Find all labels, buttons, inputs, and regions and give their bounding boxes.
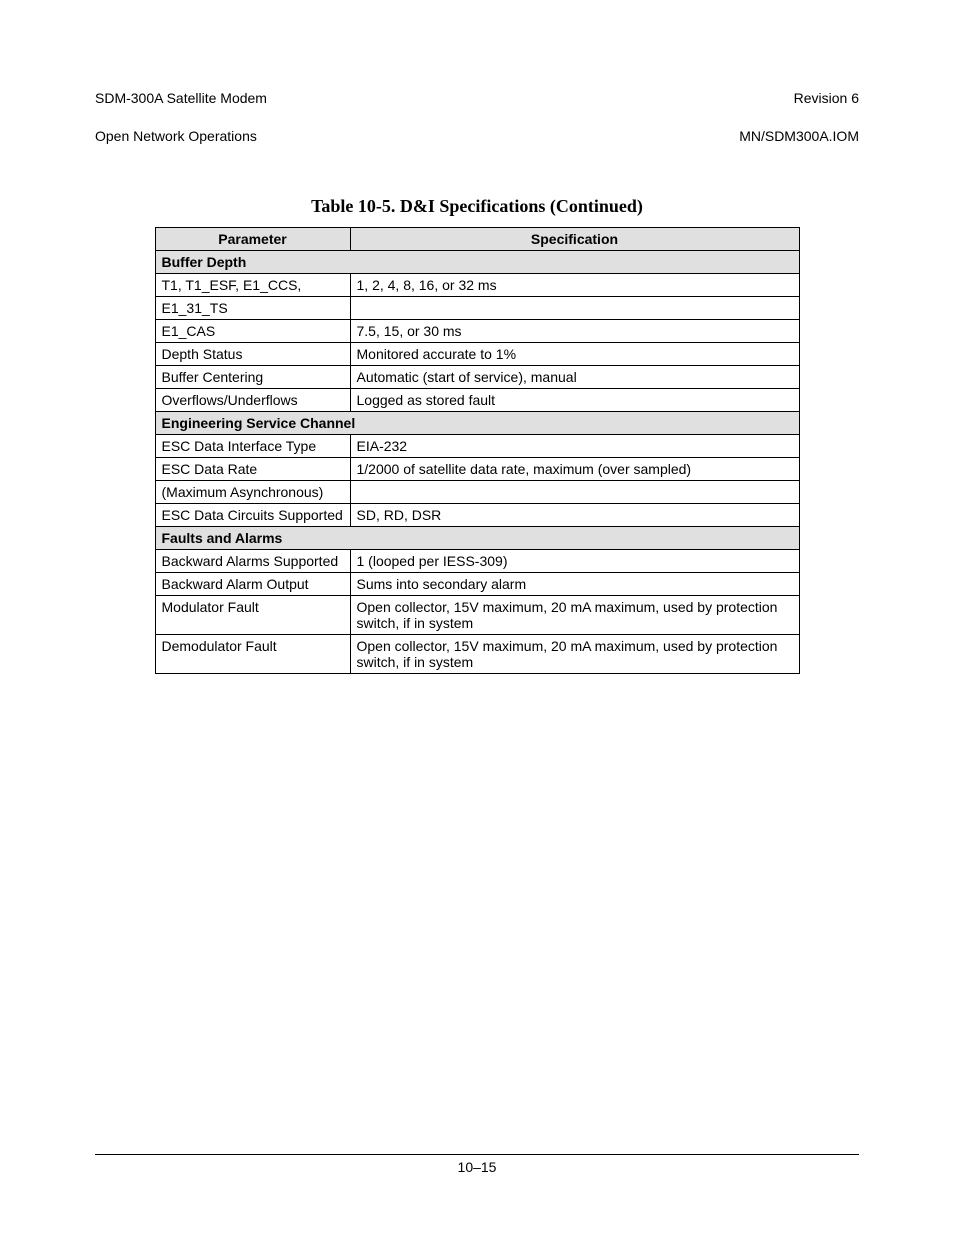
cell-specification: 1/2000 of satellite data rate, maximum (… <box>350 457 799 480</box>
cell-parameter: ESC Data Rate <box>155 457 350 480</box>
table-row: Demodulator FaultOpen collector, 15V max… <box>155 634 799 673</box>
cell-specification: Sums into secondary alarm <box>350 572 799 595</box>
header-right: Revision 6 MN/SDM300A.IOM <box>739 70 859 146</box>
page-footer: 10–15 <box>95 1154 859 1175</box>
page-header: SDM-300A Satellite Modem Open Network Op… <box>95 70 859 146</box>
header-right-line2: MN/SDM300A.IOM <box>739 128 859 144</box>
table-row: Depth StatusMonitored accurate to 1% <box>155 342 799 365</box>
table-row: (Maximum Asynchronous) <box>155 480 799 503</box>
cell-parameter: Demodulator Fault <box>155 634 350 673</box>
page: SDM-300A Satellite Modem Open Network Op… <box>0 0 954 1235</box>
table-row: ESC Data Rate1/2000 of satellite data ra… <box>155 457 799 480</box>
header-left: SDM-300A Satellite Modem Open Network Op… <box>95 70 267 146</box>
table-row: T1, T1_ESF, E1_CCS,1, 2, 4, 8, 16, or 32… <box>155 273 799 296</box>
section-header: Engineering Service Channel <box>155 411 799 434</box>
cell-specification: Monitored accurate to 1% <box>350 342 799 365</box>
table-row: Backward Alarms Supported1 (looped per I… <box>155 549 799 572</box>
table-row: Faults and Alarms <box>155 526 799 549</box>
col-header-specification: Specification <box>350 227 799 250</box>
table-row: Buffer Depth <box>155 250 799 273</box>
table-row: Overflows/UnderflowsLogged as stored fau… <box>155 388 799 411</box>
table-row: ESC Data Interface TypeEIA-232 <box>155 434 799 457</box>
section-header: Faults and Alarms <box>155 526 799 549</box>
table-row: Engineering Service Channel <box>155 411 799 434</box>
table-row: E1_CAS7.5, 15, or 30 ms <box>155 319 799 342</box>
header-left-line1: SDM-300A Satellite Modem <box>95 90 267 106</box>
cell-specification: SD, RD, DSR <box>350 503 799 526</box>
table-title: Table 10-5. D&I Specifications (Continue… <box>95 196 859 217</box>
header-left-line2: Open Network Operations <box>95 128 257 144</box>
cell-parameter: Backward Alarms Supported <box>155 549 350 572</box>
cell-parameter: Modulator Fault <box>155 595 350 634</box>
table-row: Buffer CenteringAutomatic (start of serv… <box>155 365 799 388</box>
cell-specification: Automatic (start of service), manual <box>350 365 799 388</box>
cell-parameter: T1, T1_ESF, E1_CCS, <box>155 273 350 296</box>
table-row: Modulator FaultOpen collector, 15V maxim… <box>155 595 799 634</box>
cell-parameter: E1_31_TS <box>155 296 350 319</box>
cell-specification: Open collector, 15V maximum, 20 mA maxim… <box>350 634 799 673</box>
cell-parameter: Depth Status <box>155 342 350 365</box>
cell-parameter: (Maximum Asynchronous) <box>155 480 350 503</box>
col-header-parameter: Parameter <box>155 227 350 250</box>
table-row: Backward Alarm OutputSums into secondary… <box>155 572 799 595</box>
cell-parameter: Overflows/Underflows <box>155 388 350 411</box>
table-row: E1_31_TS <box>155 296 799 319</box>
section-header: Buffer Depth <box>155 250 799 273</box>
cell-specification: Open collector, 15V maximum, 20 mA maxim… <box>350 595 799 634</box>
cell-parameter: Backward Alarm Output <box>155 572 350 595</box>
table-row: ESC Data Circuits SupportedSD, RD, DSR <box>155 503 799 526</box>
header-right-line1: Revision 6 <box>794 90 859 106</box>
cell-parameter: ESC Data Circuits Supported <box>155 503 350 526</box>
table-header-row: Parameter Specification <box>155 227 799 250</box>
cell-parameter: Buffer Centering <box>155 365 350 388</box>
cell-specification: 1 (looped per IESS-309) <box>350 549 799 572</box>
spec-table: Parameter Specification Buffer DepthT1, … <box>155 227 800 674</box>
cell-specification: 7.5, 15, or 30 ms <box>350 319 799 342</box>
cell-specification: EIA-232 <box>350 434 799 457</box>
cell-specification: 1, 2, 4, 8, 16, or 32 ms <box>350 273 799 296</box>
cell-parameter: ESC Data Interface Type <box>155 434 350 457</box>
cell-specification <box>350 480 799 503</box>
cell-parameter: E1_CAS <box>155 319 350 342</box>
cell-specification: Logged as stored fault <box>350 388 799 411</box>
page-number: 10–15 <box>458 1159 497 1175</box>
cell-specification <box>350 296 799 319</box>
